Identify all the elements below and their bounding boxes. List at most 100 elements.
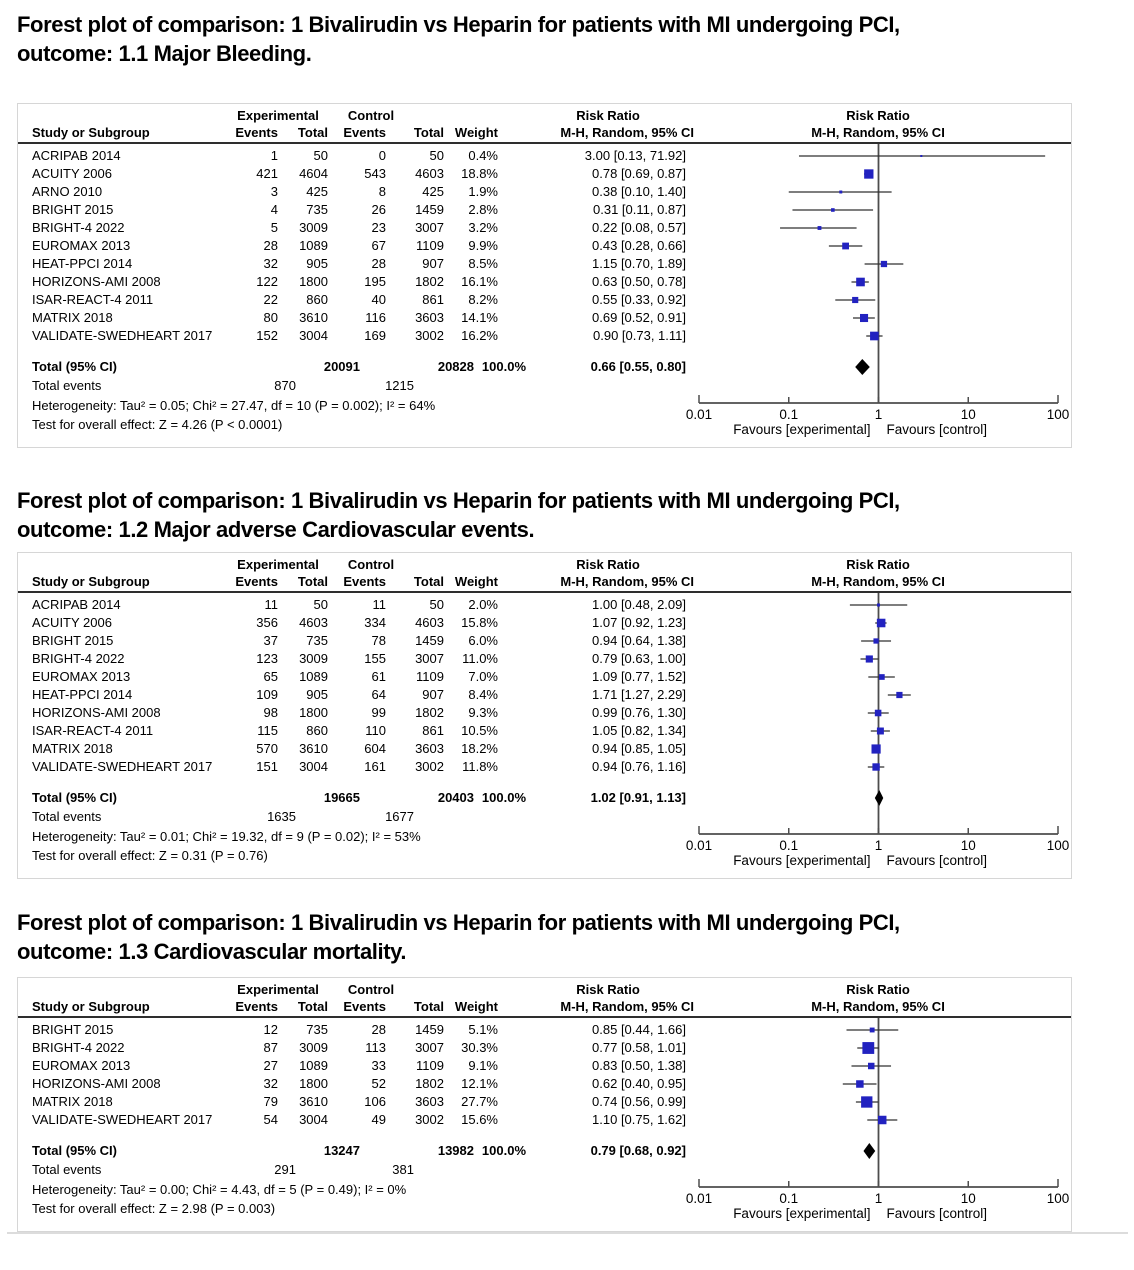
ctl-total-cell: 50 [429, 148, 444, 163]
study-name-cell: HORIZONS-AMI 2008 [32, 705, 161, 720]
ctl-total-cell: 1802 [415, 1076, 444, 1091]
study-name-cell: MATRIX 2018 [32, 741, 113, 756]
exp-events-cell: 54 [263, 1112, 278, 1127]
study-marker [869, 1027, 875, 1033]
ctl-total-cell: 3603 [415, 741, 444, 756]
ctl-events-cell: 33 [371, 1058, 386, 1073]
exp-total-cell: 735 [306, 1022, 328, 1037]
study-marker [865, 655, 873, 663]
risk-ratio-cell: 1.05 [0.82, 1.34] [592, 723, 686, 738]
study-name-cell: MATRIX 2018 [32, 310, 113, 325]
ctl-total-cell: 3002 [415, 328, 444, 343]
study-name-cell: ACUITY 2006 [32, 166, 112, 181]
exp-events-cell: 152 [256, 328, 278, 343]
ctl-total-cell: 1109 [416, 669, 444, 684]
forest-plot-graphic: 0.01 0.1 1 10 100 Favours [experimental] Favou… [686, 593, 1069, 868]
ctl-events-cell: 40 [371, 292, 386, 307]
total-label: Total (95% CI) [32, 1143, 117, 1158]
weight-cell: 18.2% [461, 741, 498, 756]
figure-3-title-line-1: Forest plot of comparison: 1 Bivalirudin… [17, 910, 900, 935]
study-marker [876, 603, 881, 607]
risk-ratio-cell: 0.94 [0.85, 1.05] [592, 741, 686, 756]
total-events-label: Total events [32, 809, 102, 824]
ctl-total-cell: 3002 [415, 759, 444, 774]
exp-events-cell: 109 [256, 687, 278, 702]
total-ctl-total: 20828 [437, 359, 474, 374]
header-risk-ratio-text: Risk Ratio [576, 108, 640, 123]
axis-tick-label: 10 [961, 838, 976, 853]
exp-events-cell: 11 [264, 597, 279, 612]
study-marker [831, 208, 835, 212]
axis-tick-label: 1 [875, 407, 883, 422]
ctl-total-cell: 861 [422, 723, 444, 738]
weight-cell: 6.0% [468, 633, 498, 648]
header-exp-events: Events [235, 574, 278, 589]
header-risk-ratio-plot: Risk Ratio [846, 108, 910, 123]
exp-total-cell: 50 [313, 597, 328, 612]
weight-cell: 10.5% [461, 723, 498, 738]
axis-tick-label: 1 [875, 838, 883, 853]
study-marker [920, 155, 923, 157]
ctl-events-cell: 106 [364, 1094, 386, 1109]
study-name-cell: HORIZONS-AMI 2008 [32, 1076, 161, 1091]
weight-cell: 8.5% [468, 256, 498, 271]
exp-total-cell: 3610 [299, 310, 328, 325]
exp-total-cell: 50 [313, 148, 328, 163]
weight-cell: 16.2% [461, 328, 498, 343]
study-marker [867, 1062, 875, 1070]
axis-tick-label: 0.01 [686, 1191, 712, 1206]
ctl-total-cell: 50 [429, 597, 444, 612]
total-label: Total (95% CI) [32, 359, 117, 374]
total-risk-ratio: 1.02 [0.91, 1.13] [590, 790, 686, 805]
exp-total-cell: 3004 [299, 328, 328, 343]
total-risk-ratio: 0.79 [0.68, 0.92] [590, 1143, 686, 1158]
weight-cell: 1.9% [468, 184, 498, 199]
study-name-cell: HEAT-PPCI 2014 [32, 687, 133, 702]
ctl-total-cell: 3002 [415, 1112, 444, 1127]
exp-events-cell: 22 [263, 292, 278, 307]
exp-events-cell: 151 [256, 759, 278, 774]
axis-tick-label: 10 [961, 407, 976, 422]
header-rule [18, 591, 1071, 593]
exp-total-cell: 735 [306, 633, 328, 648]
total-events-exp: 1635 [267, 809, 296, 824]
study-marker [877, 1115, 887, 1125]
weight-cell: 9.9% [468, 238, 498, 253]
exp-events-cell: 421 [256, 166, 278, 181]
overall-effect-text: Test for overall effect: Z = 4.26 (P < 0… [32, 417, 283, 432]
exp-total-cell: 425 [306, 184, 328, 199]
ctl-total-cell: 425 [422, 184, 444, 199]
weight-cell: 8.2% [468, 292, 498, 307]
favours-experimental-label: Favours [experimental] [733, 422, 870, 437]
total-events-label: Total events [32, 378, 102, 393]
header-risk-ratio-plot: Risk Ratio [846, 982, 910, 997]
header-study-or-subgroup: Study or Subgroup [32, 574, 150, 589]
exp-events-cell: 570 [256, 741, 278, 756]
ctl-events-cell: 28 [371, 1022, 386, 1037]
weight-cell: 5.1% [468, 1022, 498, 1037]
study-name-cell: HORIZONS-AMI 2008 [32, 274, 161, 289]
risk-ratio-cell: 0.55 [0.33, 0.92] [592, 292, 686, 307]
study-marker [860, 313, 869, 323]
total-ctl-total: 13982 [437, 1143, 474, 1158]
favours-control-label: Favours [control] [887, 1206, 988, 1221]
study-marker [874, 709, 882, 717]
ctl-events-cell: 334 [364, 615, 386, 630]
header-mh-ci-text: M-H, Random, 95% CI [560, 999, 694, 1014]
risk-ratio-cell: 0.43 [0.28, 0.66] [592, 238, 686, 253]
study-name-cell: EUROMAX 2013 [32, 669, 131, 684]
figure-3-title-line-2: outcome: 1.3 Cardiovascular mortality. [17, 939, 407, 964]
study-marker [876, 727, 884, 735]
header-weight: Weight [454, 125, 498, 140]
risk-ratio-cell: 1.71 [1.27, 2.29] [592, 687, 686, 702]
figure-3-title: Forest plot of comparison: 1 Bivalirudin… [17, 908, 900, 966]
figure-1-title: Forest plot of comparison: 1 Bivalirudin… [17, 10, 900, 68]
header-rule [18, 1016, 1071, 1018]
study-name-cell: ACUITY 2006 [32, 615, 112, 630]
total-events-exp: 870 [274, 378, 296, 393]
summary-diamond [855, 359, 870, 375]
risk-ratio-cell: 0.62 [0.40, 0.95] [592, 1076, 686, 1091]
header-ctl-total: Total [413, 999, 444, 1014]
header-exp-total: Total [297, 999, 328, 1014]
